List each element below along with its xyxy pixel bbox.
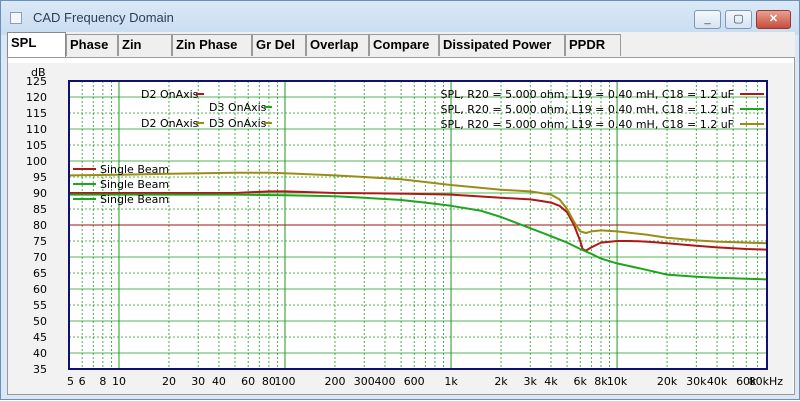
x-tick-label: 3k — [524, 375, 538, 388]
tab-phase[interactable]: Phase — [66, 34, 118, 56]
x-tick-label: 20 — [162, 375, 176, 388]
x-tick-label: 200 — [324, 375, 345, 388]
tab-overlap[interactable]: Overlap — [306, 34, 369, 56]
x-tick-label: 6k — [574, 375, 588, 388]
x-tick-label: 600 — [404, 375, 425, 388]
tab-gr-del[interactable]: Gr Del — [252, 34, 306, 56]
series-line — [69, 193, 768, 281]
x-tick-label: 40 — [212, 375, 226, 388]
tab-spl[interactable]: SPL — [7, 32, 66, 57]
legend-beam-label: Single Beam — [100, 193, 169, 206]
x-tick-label: 20k — [657, 375, 678, 388]
x-tick-label: 30 — [191, 375, 205, 388]
legend-left-label: D2 OnAxis — [141, 117, 199, 130]
x-tick-label: 10 — [112, 375, 126, 388]
y-tick-label: 60 — [33, 283, 47, 296]
title-bar[interactable]: CAD Frequency Domain _ ▢ ✕ — [1, 1, 799, 35]
series-lines — [68, 171, 768, 281]
y-tick-label: 40 — [33, 347, 47, 360]
tab-dissipated-power[interactable]: Dissipated Power — [439, 34, 565, 56]
x-tick-label: 40k — [707, 375, 728, 388]
legend-beam-label: Single Beam — [100, 178, 169, 191]
y-tick-label: 70 — [33, 251, 47, 264]
y-tick-label: 115 — [26, 107, 47, 120]
series-line — [69, 190, 768, 252]
y-tick-label: 75 — [33, 235, 47, 248]
plot-frame — [68, 80, 768, 370]
legend-beam-label: Single Beam — [100, 163, 169, 176]
x-tick-label: 80 — [262, 375, 276, 388]
axis-ticks: 3540455055606570758085909510010511011512… — [26, 75, 783, 388]
y-tick-label: 95 — [33, 171, 47, 184]
y-tick-label: 110 — [26, 123, 47, 136]
y-tick-label: 105 — [26, 139, 47, 152]
legends: D2 OnAxis D3 OnAxis D2 OnAxis D3 OnAxis SPL,… — [73, 88, 764, 206]
y-tick-label: 125 — [26, 75, 47, 88]
app-icon — [10, 12, 22, 24]
legend-right-label: SPL, R20 = 5.000 ohm, L19 = 0.40 mH, C18… — [441, 118, 734, 131]
y-tick-label: 45 — [33, 331, 47, 344]
y-tick-label: 80 — [33, 219, 47, 232]
legend-left-label: D3 OnAxis — [209, 117, 267, 130]
window-title: CAD Frequency Domain — [33, 10, 174, 25]
x-tick-label: 80kHz — [749, 375, 784, 388]
y-tick-label: 35 — [33, 363, 47, 376]
tab-zin-phase[interactable]: Zin Phase — [172, 34, 252, 56]
legend-right-label: SPL, R20 = 5.000 ohm, L19 = 0.40 mH, C18… — [441, 88, 734, 101]
x-tick-label: 8k — [594, 375, 608, 388]
tab-ppdr[interactable]: PPDR — [565, 34, 621, 56]
x-tick-label: 8 — [99, 375, 106, 388]
y-tick-label: 65 — [33, 267, 47, 280]
minimize-button[interactable]: _ — [694, 10, 721, 29]
y-axis-label: dB — [31, 66, 46, 79]
series-line — [68, 171, 768, 245]
legend-left-label: D3 OnAxis — [209, 101, 267, 114]
x-tick-label: 2k — [494, 375, 508, 388]
tab-zin[interactable]: Zin — [118, 34, 172, 56]
x-tick-label: 100 — [275, 375, 296, 388]
y-tick-label: 90 — [33, 187, 47, 200]
x-tick-label: 10k — [607, 375, 628, 388]
y-tick-label: 120 — [26, 91, 47, 104]
y-tick-label: 50 — [33, 315, 47, 328]
x-tick-label: 60 — [241, 375, 255, 388]
x-tick-label: 5 — [67, 375, 74, 388]
x-tick-label: 4k — [544, 375, 558, 388]
tab-bar: SPL Phase Zin Zin Phase Gr Del Overlap C… — [7, 32, 795, 57]
maximize-button[interactable]: ▢ — [725, 10, 752, 29]
y-tick-label: 85 — [33, 203, 47, 216]
x-tick-label: 1k — [444, 375, 458, 388]
close-button[interactable]: ✕ — [756, 10, 791, 29]
x-tick-label: 6 — [79, 375, 86, 388]
legend-left-label: D2 OnAxis — [141, 88, 199, 101]
plot-border — [68, 80, 768, 370]
x-tick-label: 300 — [354, 375, 375, 388]
x-tick-label: 400 — [374, 375, 395, 388]
tab-compare[interactable]: Compare — [369, 34, 439, 56]
y-tick-label: 55 — [33, 299, 47, 312]
x-tick-label: 30k — [686, 375, 707, 388]
x-tick-label: 60k — [736, 375, 757, 388]
y-tick-label: 100 — [26, 155, 47, 168]
legend-right-label: SPL, R20 = 5.000 ohm, L19 = 0.40 mH, C18… — [441, 103, 734, 116]
